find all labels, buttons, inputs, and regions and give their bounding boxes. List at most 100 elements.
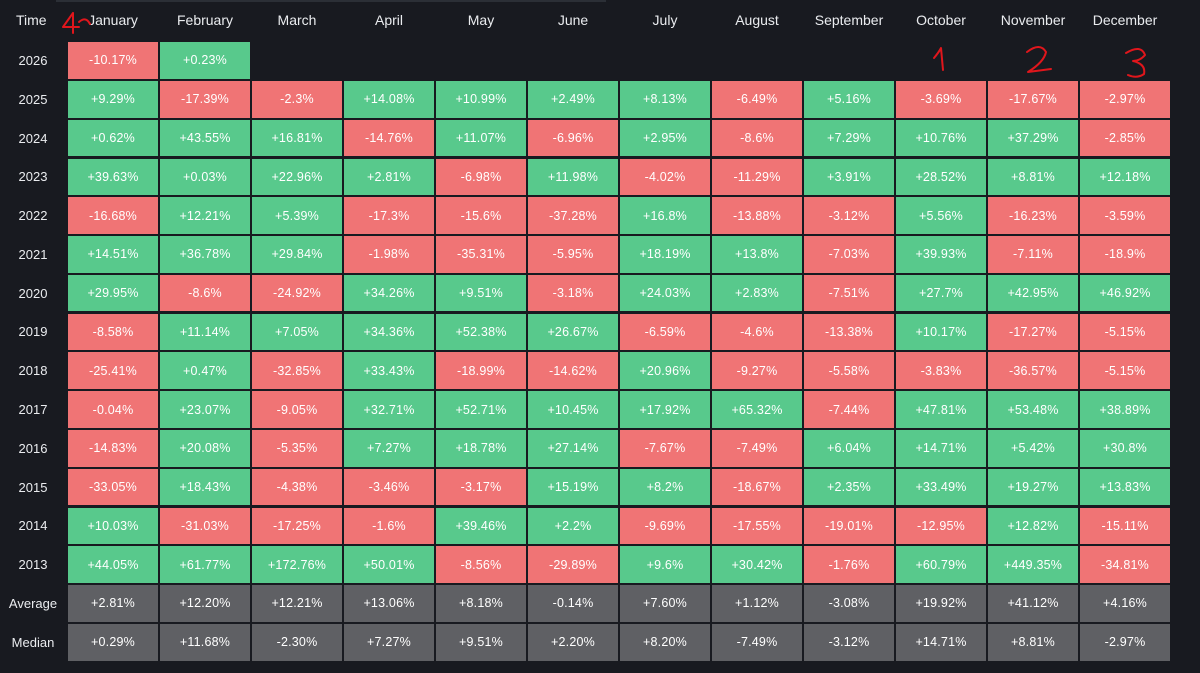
year-label: 2019 [18,324,48,340]
summary-cell: +2.20% [528,623,618,661]
return-cell: +22.96% [252,158,342,196]
empty-cell [988,42,1078,79]
return-cell: -5.15% [1080,352,1170,390]
return-cell: -3.17% [436,468,526,506]
return-cell: -31.03% [160,507,250,545]
return-cell: +0.62% [68,119,158,157]
return-cell: -15.11% [1080,507,1170,545]
return-cell: -14.76% [344,119,434,157]
month-header: May [467,12,495,28]
return-cell: -0.04% [68,391,158,428]
return-cell: +30.8% [1080,430,1170,467]
return-cell: +13.8% [712,236,802,273]
summary-cell: +1.12% [712,585,802,622]
month-header: December [1092,12,1158,28]
return-cell: +20.08% [160,430,250,467]
return-cell: +12.18% [1080,158,1170,196]
return-cell: -3.18% [528,274,618,312]
return-cell: -6.96% [528,119,618,157]
return-cell: +37.29% [988,119,1078,157]
return-cell: +60.79% [896,546,986,583]
empty-cell [712,42,802,79]
summary-cell: -0.14% [528,585,618,622]
return-cell: -35.31% [436,236,526,273]
return-cell: +20.96% [620,352,710,390]
return-cell: -7.44% [804,391,894,428]
return-cell: +18.78% [436,430,526,467]
return-cell: -17.3% [344,197,434,234]
return-cell: -7.11% [988,236,1078,273]
month-header: August [735,12,779,28]
year-label: 2016 [18,440,48,456]
return-cell: +24.03% [620,274,710,312]
return-cell: -4.02% [620,158,710,196]
return-cell: +10.99% [436,80,526,118]
return-cell: -6.98% [436,158,526,196]
return-cell: +33.49% [896,468,986,506]
year-label: 2014 [18,518,48,534]
return-cell: +7.27% [344,430,434,467]
summary-cell: +0.29% [68,623,158,661]
return-cell: -14.62% [528,352,618,390]
return-cell: -11.29% [712,158,802,196]
return-cell: -15.6% [436,197,526,234]
month-header: February [176,12,234,28]
summary-cell: -2.97% [1080,623,1170,661]
empty-cell [804,42,894,79]
return-cell: -13.88% [712,197,802,234]
year-label: 2021 [18,246,48,262]
month-header: September [814,12,884,28]
return-cell: +12.21% [160,197,250,234]
return-cell: +42.95% [988,274,1078,312]
year-label: 2018 [18,363,48,379]
return-cell: +0.03% [160,158,250,196]
return-cell: -8.6% [712,119,802,157]
year-label: 2024 [18,130,48,146]
return-cell: +15.19% [528,468,618,506]
time-header: Time [16,12,47,28]
return-cell: +17.92% [620,391,710,428]
return-cell: -5.58% [804,352,894,390]
return-cell: -4.6% [712,313,802,351]
summary-cell: +9.51% [436,623,526,661]
summary-cell: +4.16% [1080,585,1170,622]
return-cell: +11.14% [160,313,250,351]
return-cell: +11.07% [436,119,526,157]
monthly-returns-table: Time January February March April May June July… [9,12,1170,661]
return-cell: +33.43% [344,352,434,390]
return-cell: -18.99% [436,352,526,390]
return-cell: +2.49% [528,80,618,118]
return-cell: -14.83% [68,430,158,467]
return-cell: +2.2% [528,507,618,545]
return-cell: -5.15% [1080,313,1170,351]
return-cell: -12.95% [896,507,986,545]
return-cell: +50.01% [344,546,434,583]
return-cell: +18.19% [620,236,710,273]
return-cell: +13.83% [1080,468,1170,506]
return-cell: +9.51% [436,274,526,312]
return-cell: -6.49% [712,80,802,118]
return-cell: -7.49% [712,430,802,467]
return-cell: +14.71% [896,430,986,467]
return-cell: +0.47% [160,352,250,390]
summary-cell: +11.68% [160,623,250,661]
return-cell: +10.45% [528,391,618,428]
return-cell: -3.46% [344,468,434,506]
return-cell: +65.32% [712,391,802,428]
empty-cell [528,42,618,79]
empty-cell [896,42,986,79]
month-header: June [557,12,589,28]
summary-cell: +8.20% [620,623,710,661]
return-cell: +5.16% [804,80,894,118]
summary-cell: +41.12% [988,585,1078,622]
year-label: 2020 [18,285,48,301]
return-cell: -32.85% [252,352,342,390]
return-cell: +46.92% [1080,274,1170,312]
return-cell: -7.03% [804,236,894,273]
summary-cell: +19.92% [896,585,986,622]
return-cell: +2.81% [344,158,434,196]
empty-cell [620,42,710,79]
summary-cell: +7.60% [620,585,710,622]
year-label: 2025 [18,91,48,107]
return-cell: +39.93% [896,236,986,273]
